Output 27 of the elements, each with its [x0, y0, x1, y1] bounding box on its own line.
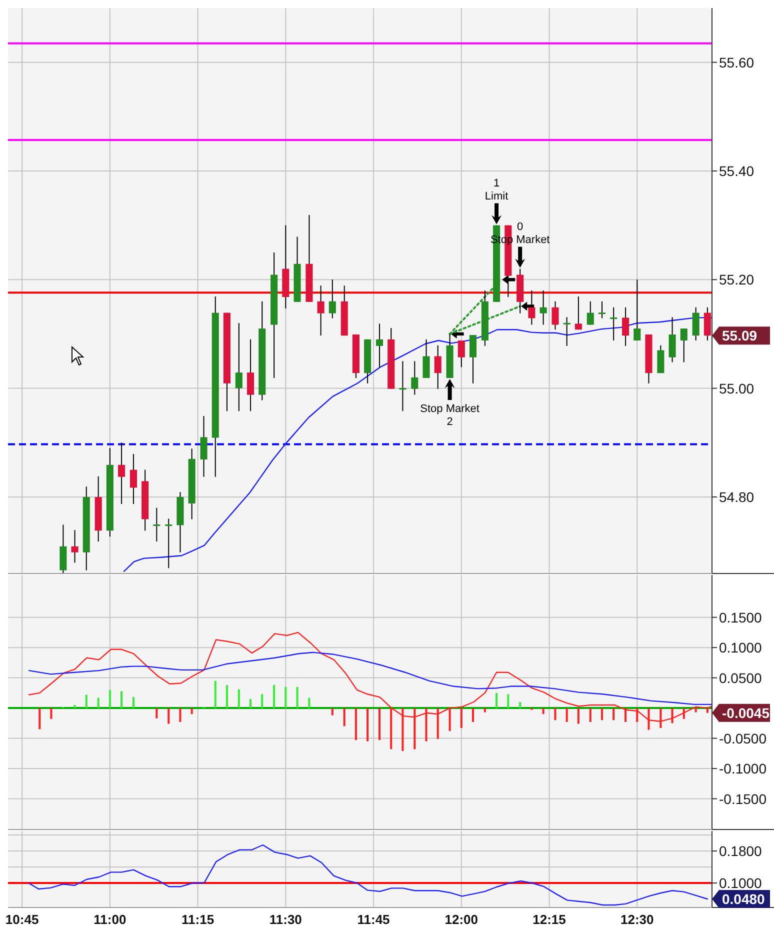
x-tick-label: 11:00	[94, 912, 126, 927]
annotation: 1 Limit	[484, 177, 508, 202]
x-tick-label: 11:45	[357, 912, 390, 927]
text: 0.0480	[722, 891, 766, 907]
y-tick-label: 55.20	[719, 272, 754, 288]
x-tick-label: 12:15	[532, 912, 566, 927]
y-tick-label: 0.0500	[719, 670, 762, 686]
y-tick-label: 55.60	[719, 54, 754, 70]
text: -0.0045	[722, 704, 770, 721]
x-tick-label: 11:15	[182, 912, 214, 927]
y-tick-label: 54.80	[719, 488, 754, 505]
y-tick-label: 55.40	[719, 162, 754, 179]
y-tick-label: -0.1000	[719, 760, 767, 777]
x-tick-label: 12:30	[620, 912, 654, 927]
y-tick-label: -0.0500	[719, 730, 767, 746]
y-tick-label: 55.00	[719, 380, 754, 396]
y-tick-label: 0.1000	[719, 875, 762, 891]
x-tick-label: 10:45	[5, 912, 39, 927]
y-tick-label: -0.1500	[719, 790, 767, 807]
y-tick-label: 0.1000	[719, 640, 762, 656]
text: 55.09	[722, 328, 758, 344]
x-tick-label: 12:00	[444, 912, 478, 927]
annotation: Stop Market 2	[420, 402, 480, 428]
x-tick-label: 11:30	[269, 912, 302, 927]
y-tick-label: 0.1500	[719, 609, 762, 626]
y-tick-label: 0.1800	[719, 843, 762, 859]
annotation: 0 Stop Market	[490, 220, 550, 246]
